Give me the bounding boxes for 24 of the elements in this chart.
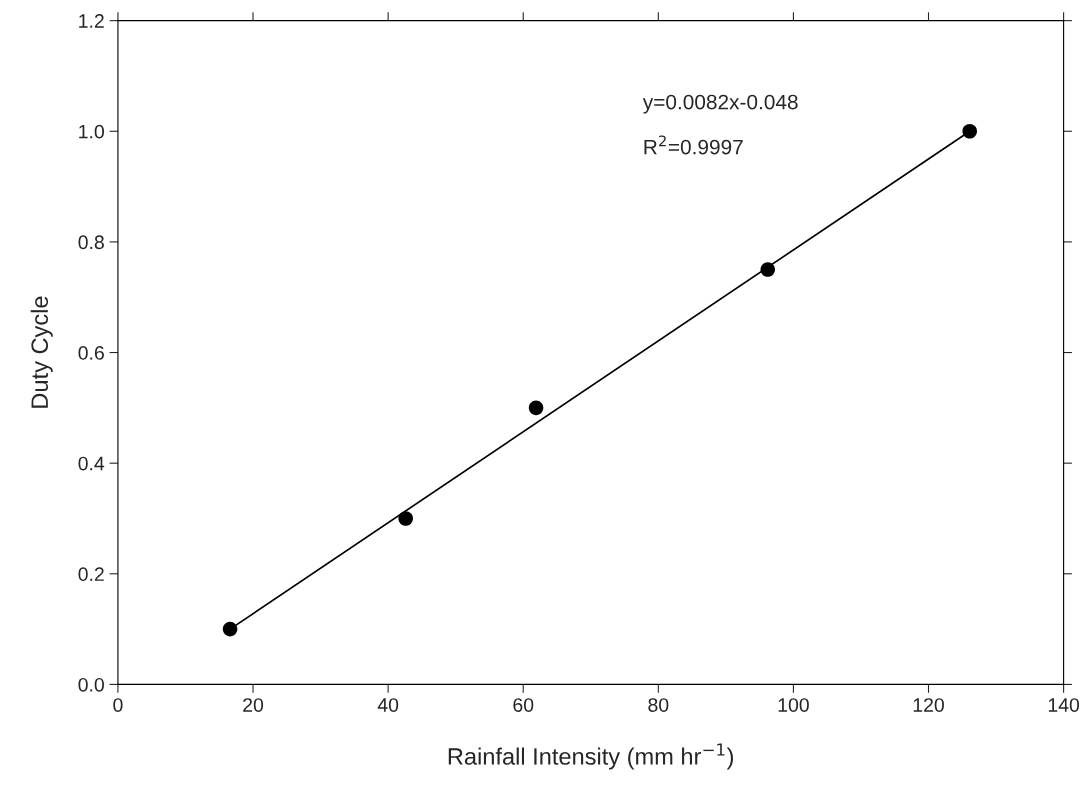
point (398, 511, 413, 526)
x-tick-label: 80 (648, 698, 669, 712)
x-tick-label: 60 (513, 698, 534, 712)
x-tick-label: 100 (778, 698, 809, 712)
x-tick-label: 20 (243, 698, 264, 712)
x-tick-label: 0 (113, 698, 123, 712)
y-axis-title: Duty Cycle (30, 296, 53, 408)
annotation: y=0.0082x-0.048 (642, 94, 798, 114)
point (528, 400, 544, 416)
y-tick-label: 0.2 (78, 567, 104, 582)
point (962, 123, 977, 139)
y-tick-label: 1.0 (79, 124, 104, 139)
point (222, 621, 238, 637)
point (760, 262, 776, 277)
x-tick-label: 140 (1048, 698, 1080, 712)
x-axis-title: Rainfall Intensity (mm hr$^{−1}$) (448, 743, 734, 770)
y-tick-label: 0.6 (78, 346, 104, 360)
annotation: R$^{2}$=0.9997 (644, 135, 743, 155)
y-tick-label: 0.4 (78, 456, 105, 471)
y-tick-label: 1.2 (79, 14, 104, 28)
y-tick-label: 0.0 (78, 677, 104, 692)
x-tick-label: 40 (377, 698, 399, 712)
x-tick-label: 120 (913, 698, 944, 712)
y-tick-label: 0.8 (78, 235, 104, 250)
